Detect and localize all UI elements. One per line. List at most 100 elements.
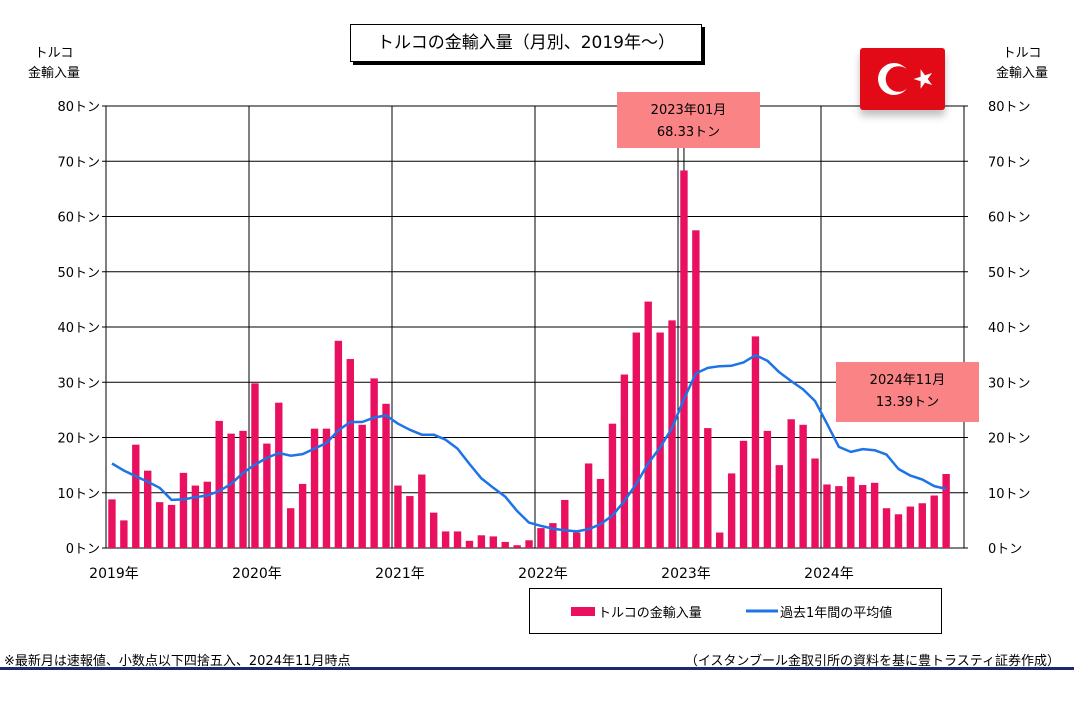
- bar-2021-05: [441, 531, 450, 548]
- bar-2024-02: [835, 486, 843, 548]
- bar-2023-01: [680, 170, 688, 548]
- bar-2022-03: [561, 499, 569, 548]
- left-tick-label: 80トン: [57, 100, 100, 115]
- right-tick-label: 30トン: [988, 376, 1031, 391]
- bar-2021-11: [513, 545, 521, 548]
- year-label: 2023年: [661, 566, 711, 582]
- left-tick-label: 0トン: [66, 542, 100, 557]
- left-tick-label: 40トン: [57, 321, 100, 336]
- bar-2020-03: [275, 402, 283, 548]
- footnote-right: （イスタンブール金取引所の資料を基に豊トラスティ証券作成）: [684, 654, 1060, 669]
- bar-2023-10: [787, 419, 795, 548]
- bar-2023-04: [716, 532, 724, 548]
- right-tick-label: 60トン: [988, 211, 1031, 226]
- callout-2024-11-value: 13.39トン: [875, 395, 940, 410]
- bar-2019-09: [203, 481, 211, 548]
- bar-2023-03: [704, 428, 712, 548]
- bar-2024-01: [823, 484, 831, 548]
- bar-2023-11: [799, 424, 807, 548]
- right-tick-label: 50トン: [988, 266, 1031, 281]
- legend-bar-label: トルコの金輸入量: [598, 606, 702, 621]
- bar-2022-12: [668, 320, 676, 548]
- bar-2022-02: [549, 523, 557, 548]
- legend-line-swatch: [746, 609, 778, 613]
- bar-2023-02: [692, 230, 700, 548]
- bar-2024-03: [847, 476, 855, 548]
- bar-2019-12: [239, 430, 247, 548]
- right-tick-label: 10トン: [988, 487, 1031, 502]
- bar-2019-03: [132, 444, 140, 548]
- bar-2022-11: [656, 332, 664, 548]
- right-tick-label: 40トン: [988, 321, 1031, 336]
- right-tick-label: 70トン: [988, 155, 1031, 170]
- bar-2020-11: [370, 378, 378, 548]
- left-tick-label: 30トン: [57, 376, 100, 391]
- left-tick-label: 20トン: [57, 432, 100, 447]
- bar-2019-01: [108, 499, 116, 548]
- bar-2022-04: [573, 532, 581, 548]
- bar-2023-12: [811, 458, 819, 548]
- left-tick-label: 70トン: [57, 155, 100, 170]
- bar-2021-06: [453, 531, 462, 548]
- bar-2021-12: [525, 540, 533, 548]
- bar-2023-05: [727, 473, 736, 548]
- bar-2022-08: [620, 374, 629, 548]
- legend: トルコの金輸入量 過去1年間の平均値: [529, 588, 942, 634]
- bar-2024-09: [918, 503, 926, 548]
- bar-2019-06: [167, 504, 176, 548]
- bar-2023-07: [751, 336, 760, 548]
- legend-line-label: 過去1年間の平均値: [780, 606, 893, 621]
- callout-2024-11: 2024年11月 13.39トン: [836, 362, 979, 422]
- bar-2024-10: [930, 495, 938, 548]
- bar-2022-07: [608, 423, 617, 548]
- bar-2020-09: [346, 359, 354, 548]
- bar-2024-11: [942, 474, 950, 548]
- bar-2023-06: [739, 440, 748, 548]
- left-tick-label: 10トン: [57, 487, 100, 502]
- year-label: 2020年: [232, 566, 282, 582]
- footnote-left: ※最新月は速報値、小数点以下四捨五入、2024年11月時点: [4, 654, 351, 669]
- bar-2021-04: [430, 512, 438, 548]
- bar-2019-11: [227, 433, 235, 548]
- bar-2021-01: [394, 485, 402, 548]
- bar-2023-09: [775, 465, 783, 548]
- bar-2020-04: [287, 508, 295, 548]
- year-label: 2024年: [804, 566, 854, 582]
- bar-2024-06: [882, 508, 891, 548]
- callout-2023-01: 2023年01月 68.33トン: [617, 92, 760, 148]
- bar-2022-06: [596, 478, 605, 548]
- bar-2022-10: [644, 301, 652, 548]
- bar-2022-01: [537, 528, 545, 548]
- callout-2023-01-value: 68.33トン: [656, 125, 721, 140]
- bar-2020-10: [358, 424, 366, 548]
- average-line: [111, 353, 947, 533]
- bar-2021-10: [501, 541, 509, 548]
- year-label: 2021年: [375, 566, 425, 582]
- legend-bar-swatch: [571, 607, 595, 616]
- year-label: 2022年: [518, 566, 568, 582]
- bar-2019-04: [144, 470, 152, 548]
- year-label: 2019年: [89, 566, 139, 582]
- bar-2020-07: [322, 428, 331, 548]
- bar-2021-03: [418, 474, 426, 548]
- bar-2021-09: [489, 536, 497, 548]
- bottom-rule: [0, 667, 1074, 670]
- bar-2019-08: [191, 485, 200, 548]
- chart-title: トルコの金輸入量（月別、2019年～）: [350, 24, 702, 62]
- bar-2020-06: [310, 428, 319, 548]
- bar-2019-10: [215, 420, 223, 548]
- callout-2024-11-month: 2024年11月: [869, 373, 946, 388]
- bar-2019-02: [120, 520, 128, 548]
- bar-2024-05: [870, 482, 879, 548]
- bar-2021-08: [477, 535, 486, 548]
- bar-2019-07: [179, 472, 188, 548]
- bar-2021-07: [465, 540, 474, 548]
- bar-2022-09: [632, 332, 640, 548]
- bar-2020-05: [298, 483, 307, 548]
- bar-2020-02: [263, 443, 271, 548]
- bar-2022-05: [584, 463, 593, 548]
- bar-2019-05: [155, 502, 164, 548]
- right-tick-label: 0トン: [988, 542, 1022, 557]
- left-tick-label: 60トン: [57, 211, 100, 226]
